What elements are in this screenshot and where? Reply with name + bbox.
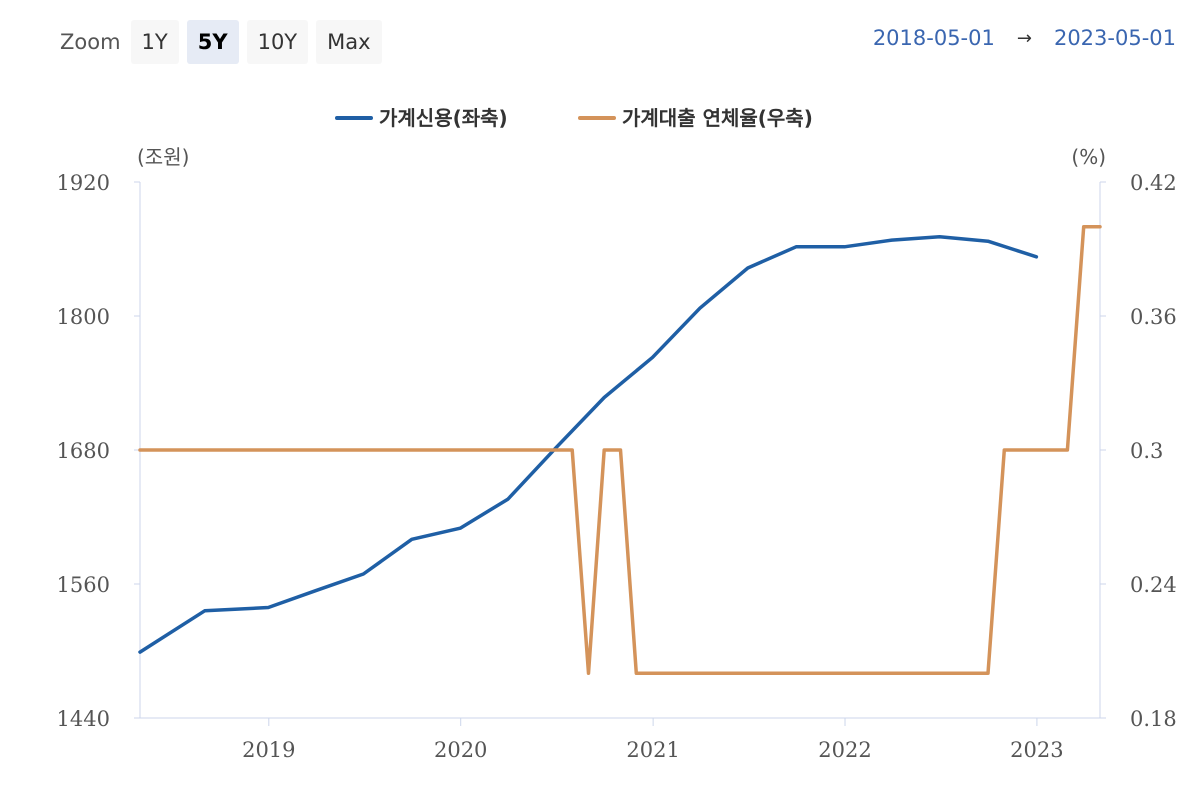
right-axis-unit: (%) [1071,145,1106,169]
right-tick-label: 0.36 [1130,305,1177,329]
zoom-1y-button[interactable]: 1Y [130,20,179,64]
x-tick-label: 2023 [1010,738,1063,762]
left-tick-label: 1800 [57,305,110,329]
right-tick-label: 0.18 [1130,707,1177,731]
date-range: 2018-05-01 → 2023-05-01 [873,26,1176,50]
left-tick-label: 1560 [57,573,110,597]
legend-label-household-credit: 가계신용(좌축) [379,106,508,130]
zoom-10y-button[interactable]: 10Y [246,20,309,64]
legend: 가계신용(좌축) 가계대출 연체율(우축) [335,106,813,130]
right-tick-label: 0.42 [1130,171,1177,195]
left-tick-label: 1440 [57,707,110,731]
x-tick-label: 2019 [242,738,295,762]
series-line-delinquency-rate[interactable] [138,224,1102,676]
date-to-input[interactable]: 2023-05-01 [1053,26,1176,50]
x-tick-label: 2022 [818,738,871,762]
legend-label-delinquency-rate: 가계대출 연체율(우축) [622,106,813,130]
zoom-bar: Zoom 1Y 5Y 10Y Max [60,20,382,64]
x-tick-label: 2020 [434,738,487,762]
left-axis-unit: (조원) [137,145,189,169]
zoom-max-button[interactable]: Max [316,20,382,64]
right-tick-label: 0.3 [1130,439,1163,463]
left-tick-label: 1920 [57,171,110,195]
zoom-5y-button[interactable]: 5Y [186,20,239,64]
arrow-right-icon: → [1016,27,1032,49]
zoom-label: Zoom [60,30,121,54]
left-tick-label: 1680 [57,439,110,463]
series-line-household-credit[interactable] [138,234,1039,654]
legend-item-delinquency-rate[interactable]: 가계대출 연체율(우축) [578,106,813,130]
x-tick-label: 2021 [626,738,679,762]
axes: 1440 1560 1680 1800 1920 0.18 0.24 0.3 0.36 0.42 2… [57,171,1177,762]
date-from-input[interactable]: 2018-05-01 [872,26,995,50]
legend-item-household-credit[interactable]: 가계신용(좌축) [335,106,508,130]
series-group [138,224,1102,676]
right-tick-label: 0.24 [1130,573,1177,597]
